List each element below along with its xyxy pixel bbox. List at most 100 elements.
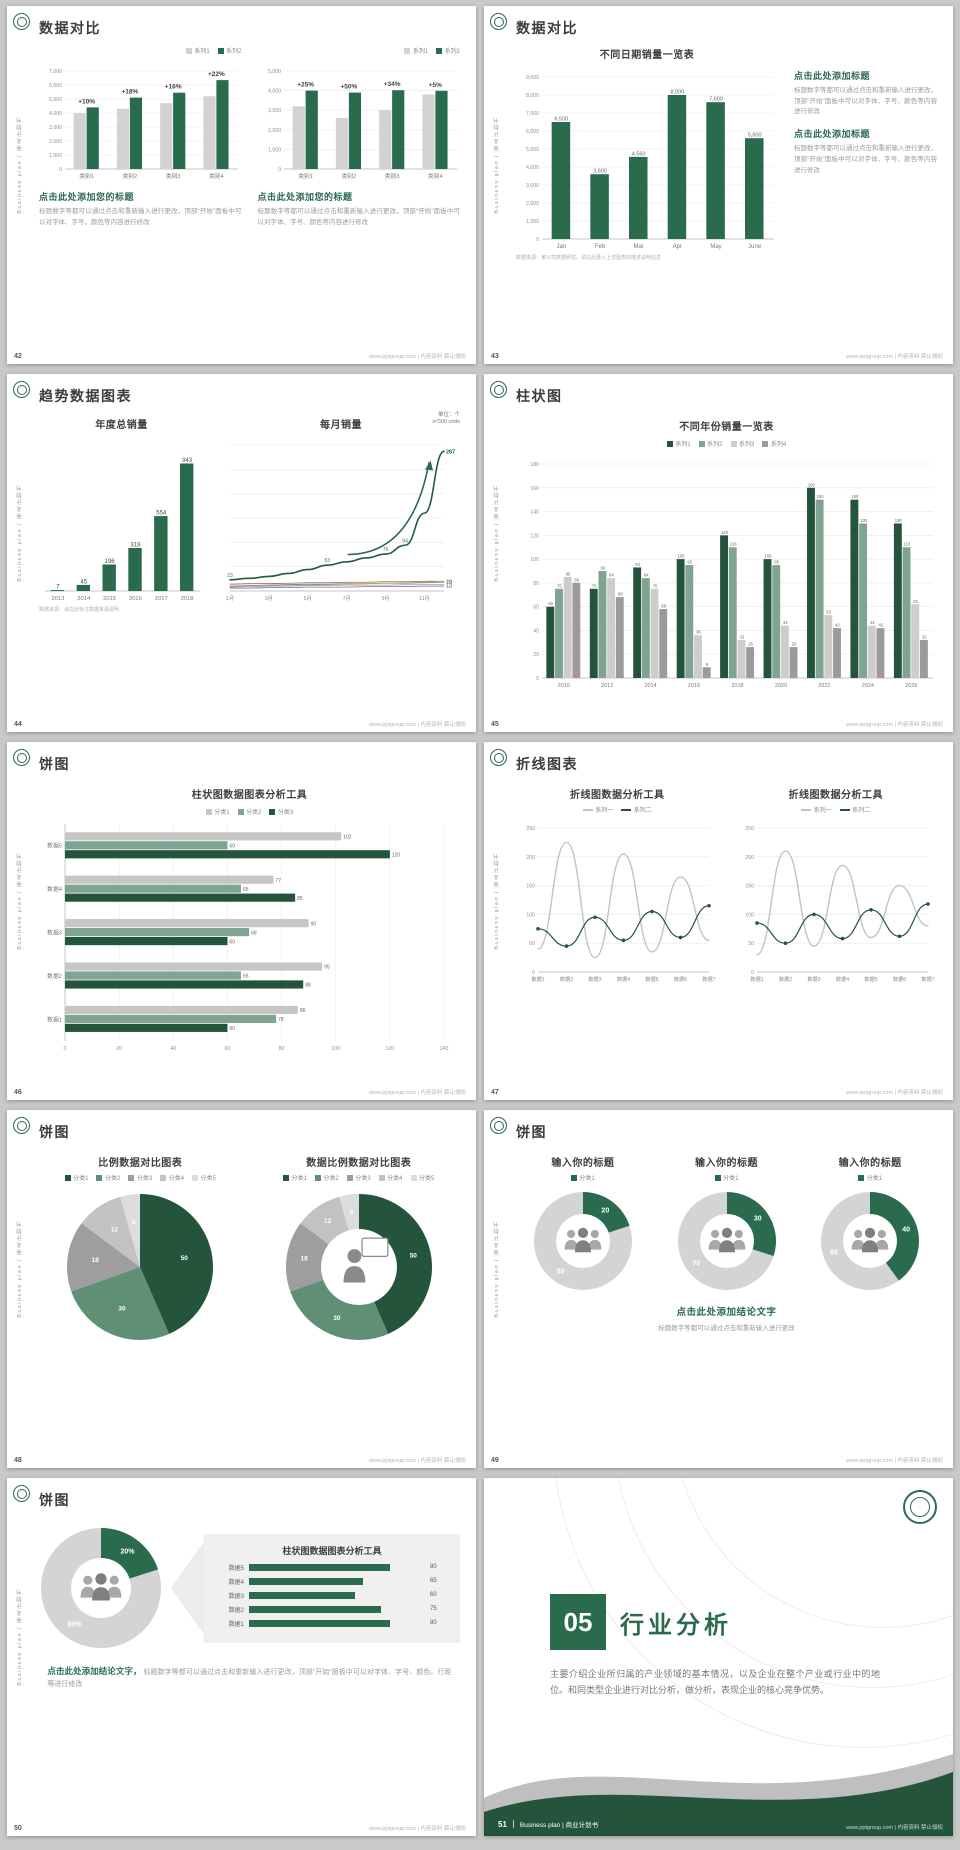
- chart-title: 不同年份销量一览表: [679, 422, 774, 433]
- svg-text:Mar: Mar: [633, 244, 643, 250]
- svg-text:数据3: 数据3: [588, 975, 601, 983]
- svg-text:类别2: 类别2: [122, 172, 137, 180]
- svg-text:数据2: 数据2: [560, 975, 573, 983]
- svg-text:80: 80: [533, 581, 539, 587]
- slide-47-line-charts[interactable]: Business plan | 商业计划书 折线图表 折线图数据分析工具 系列一…: [484, 742, 953, 1100]
- slide-footer: 51 Business plan | 商业计划书: [498, 1819, 599, 1830]
- slide-48-pie-charts[interactable]: Business plan | 商业计划书 饼图 比例数据对比图表 分类1 分类2…: [7, 1110, 476, 1468]
- svg-text:120: 120: [530, 533, 539, 539]
- block-title: 点击此处添加标题: [794, 71, 871, 81]
- svg-text:Apr: Apr: [673, 244, 682, 250]
- svg-text:130: 130: [860, 518, 868, 523]
- sidebar-vertical-text: Business plan | 商业计划书: [494, 1220, 500, 1318]
- slide-title: 饼图: [39, 756, 70, 772]
- svg-text:3,000: 3,000: [526, 183, 539, 189]
- svg-text:5: 5: [132, 1219, 136, 1226]
- svg-text:5,600: 5,600: [748, 133, 762, 139]
- svg-text:80: 80: [574, 577, 579, 582]
- svg-text:Jan: Jan: [556, 244, 566, 250]
- svg-text:12: 12: [111, 1227, 119, 1234]
- svg-text:3,600: 3,600: [593, 169, 607, 175]
- block-title: 点击此处添加您的标题: [39, 192, 135, 202]
- svg-text:80: 80: [279, 1046, 285, 1052]
- slide-51-section-divider[interactable]: 05 行业分析 主要介绍企业所归属的产业领域的基本情况，以及企业在整个产业或行业…: [484, 1478, 953, 1836]
- slide-footer: www.pptgroup.com | 内容资料 禁止侵权: [369, 1458, 466, 1464]
- svg-text:20: 20: [446, 579, 452, 585]
- svg-text:75: 75: [592, 583, 597, 588]
- sidebar-vertical-text: Business plan | 商业计划书: [17, 1588, 23, 1686]
- block-title: 点击此处添加您的标题: [257, 192, 353, 202]
- svg-text:2020: 2020: [775, 683, 787, 689]
- svg-text:类别2: 类别2: [341, 172, 356, 180]
- line-chart: 1月 3月 5月 7月 9月 11月 287 23 53 76 94 18 20 20 10 13: [222, 437, 460, 603]
- svg-text:June: June: [748, 244, 762, 250]
- svg-text:2022: 2022: [818, 683, 830, 689]
- slide-side-strip: Business plan | 商业计划书: [7, 1110, 33, 1468]
- svg-text:0: 0: [751, 970, 754, 976]
- svg-text:+16%: +16%: [165, 84, 182, 91]
- svg-text:50: 50: [181, 1255, 189, 1262]
- svg-text:26: 26: [748, 642, 753, 647]
- page-number: 51: [498, 1819, 507, 1829]
- svg-text:40: 40: [902, 1226, 910, 1233]
- svg-text:100: 100: [530, 557, 539, 563]
- chart-legend: 分类1: [516, 1173, 650, 1182]
- svg-text:40: 40: [533, 628, 539, 634]
- donut-chart: 50 30 18 12 5: [284, 1192, 434, 1342]
- slide-footer: www.pptgroup.com | 内容资料 禁止侵权: [369, 722, 466, 728]
- slide-44-trend-charts[interactable]: Business plan | 商业计划书 趋势数据图表 年度总销量 2013 2…: [7, 374, 476, 732]
- page-number: 46: [14, 1089, 22, 1096]
- svg-text:数据7: 数据7: [921, 975, 934, 983]
- slide-42-data-compare[interactable]: Business plan | 商业计划书 数据对比 系列1 系列2 0 1,000…: [7, 6, 476, 364]
- svg-text:2,000: 2,000: [526, 201, 539, 207]
- chart-title: 折线图数据分析工具: [788, 790, 883, 801]
- sidebar-vertical-text: Business plan | 商业计划书: [494, 116, 500, 214]
- svg-text:0: 0: [59, 167, 62, 173]
- svg-text:4,000: 4,000: [268, 89, 281, 95]
- slide-side-strip: Business plan | 商业计划书: [484, 374, 510, 732]
- svg-text:5: 5: [349, 1209, 353, 1216]
- svg-text:9: 9: [706, 662, 709, 667]
- chart-title: 数据比例数据对比图表: [306, 1158, 412, 1169]
- svg-text:93: 93: [635, 562, 640, 567]
- slide-49-donut-charts[interactable]: Business plan | 商业计划书 饼图 输入你的标题 分类1 20 80…: [484, 1110, 953, 1468]
- page-number: 48: [14, 1457, 22, 1464]
- svg-text:数据5: 数据5: [47, 842, 62, 850]
- slide-side-strip: Business plan | 商业计划书: [484, 1110, 510, 1468]
- svg-text:7,600: 7,600: [709, 97, 723, 103]
- svg-text:2010: 2010: [558, 683, 570, 689]
- svg-text:7,000: 7,000: [526, 111, 539, 117]
- slide-side-strip: Business plan | 商业计划书: [7, 6, 33, 364]
- brand-logo-icon: [13, 749, 30, 766]
- svg-text:+22%: +22%: [208, 71, 225, 78]
- svg-text:30: 30: [333, 1315, 341, 1322]
- slide-footer: www.pptgroup.com | 内容资料 禁止侵权: [369, 1826, 466, 1832]
- svg-text:65: 65: [243, 887, 249, 893]
- svg-text:2016: 2016: [688, 683, 700, 689]
- line-chart: 0 50 100 150 200 250 数据1 数据2 数据3 数据4 数据5 数据6 数据7: [735, 820, 938, 984]
- svg-text:250: 250: [745, 826, 754, 832]
- brand-logo-icon: [903, 1490, 937, 1524]
- svg-text:7月: 7月: [343, 595, 351, 602]
- svg-text:20: 20: [116, 1046, 122, 1052]
- svg-text:6,000: 6,000: [526, 129, 539, 135]
- panel-title: 柱状图数据图表分析工具: [282, 1545, 382, 1556]
- slide-footer: www.pptgroup.com | 内容资料 禁止侵权: [846, 1090, 943, 1096]
- section-number: 05: [550, 1594, 606, 1650]
- svg-text:9月: 9月: [382, 595, 390, 602]
- svg-text:554: 554: [156, 511, 167, 517]
- slide-46-hbar-chart[interactable]: Business plan | 商业计划书 饼图 柱状图数据图表分析工具 分类1…: [7, 742, 476, 1100]
- brand-logo-icon: [490, 749, 507, 766]
- footer-text: Business plan | 商业计划书: [519, 1822, 599, 1829]
- slide-45-column-chart[interactable]: Business plan | 商业计划书 柱状图 不同年份销量一览表 系列1 系…: [484, 374, 953, 732]
- svg-text:85: 85: [297, 896, 303, 902]
- svg-text:44: 44: [783, 620, 788, 625]
- svg-text:318: 318: [130, 542, 141, 548]
- slide-50-donut-summary[interactable]: Business plan | 商业计划书 饼图 20% 80% 柱状图数据图表分…: [7, 1478, 476, 1836]
- svg-text:60: 60: [229, 939, 235, 945]
- svg-text:数据6: 数据6: [674, 975, 687, 983]
- svg-text:0: 0: [536, 237, 539, 243]
- svg-text:18: 18: [300, 1256, 308, 1263]
- chart-legend: 分类1 分类2 分类3: [39, 807, 460, 816]
- slide-43-data-compare[interactable]: Business plan | 商业计划书 数据对比 不同日期销量一览表 0 1,…: [484, 6, 953, 364]
